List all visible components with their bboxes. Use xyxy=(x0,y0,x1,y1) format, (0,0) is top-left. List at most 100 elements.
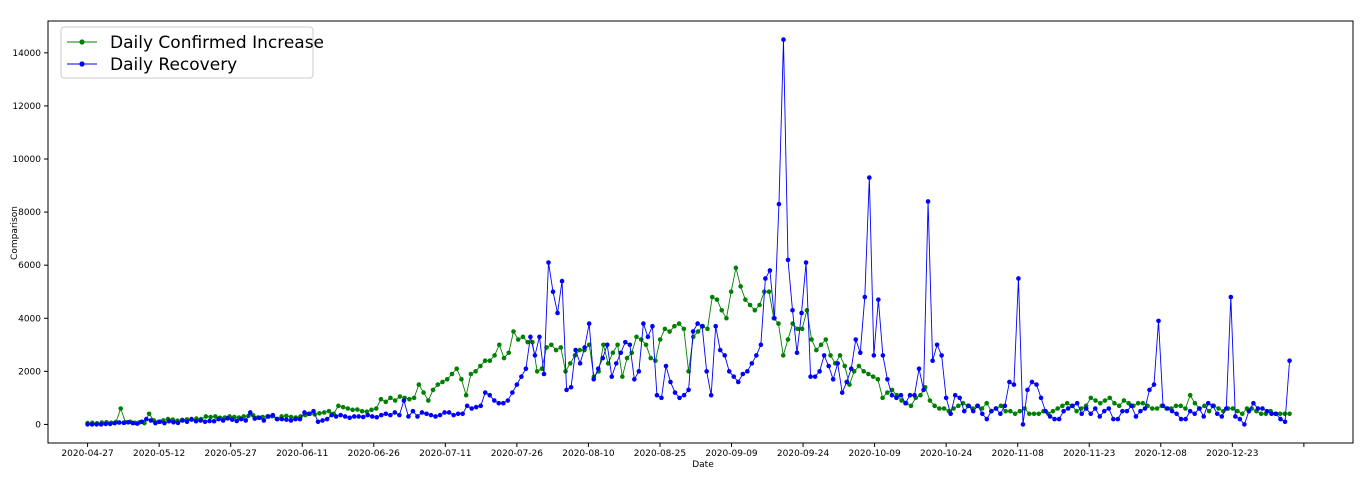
data-point xyxy=(1050,408,1056,414)
data-point xyxy=(511,329,516,334)
data-point xyxy=(794,350,800,356)
x-tick-label: 2020-09-24 xyxy=(777,449,830,459)
data-point xyxy=(454,366,460,371)
data-point xyxy=(677,395,682,401)
data-point xyxy=(1060,403,1065,409)
data-point xyxy=(795,326,800,332)
data-point xyxy=(1011,382,1017,387)
data-point xyxy=(934,342,940,348)
legend-marker-recovery xyxy=(79,61,85,67)
data-point xyxy=(345,406,351,411)
data-point xyxy=(1277,411,1283,417)
data-point xyxy=(1235,408,1240,414)
legend-label-recovery: Daily Recovery xyxy=(110,55,237,75)
data-point xyxy=(1205,400,1211,406)
y-tick-label: 14000 xyxy=(12,49,41,59)
data-point xyxy=(320,418,325,423)
data-point xyxy=(347,415,352,421)
data-point xyxy=(880,395,885,401)
data-point xyxy=(681,392,687,398)
data-point xyxy=(956,403,961,409)
data-point xyxy=(939,353,944,358)
data-point xyxy=(595,366,601,371)
x-tick-label: 2020-07-26 xyxy=(491,449,544,459)
data-point xyxy=(435,382,441,387)
data-point xyxy=(1017,408,1023,414)
y-tick-label: 0 xyxy=(35,420,41,430)
y-axis: 0 2000 4000 6000 8000 10000 12000 14000 xyxy=(12,49,48,430)
data-point xyxy=(672,390,678,395)
data-point xyxy=(828,353,833,358)
data-point xyxy=(758,342,764,348)
legend: Daily Confirmed Increase Daily Recovery xyxy=(60,26,324,79)
x-tick-label: 2020-09-09 xyxy=(705,449,758,459)
data-point xyxy=(558,345,564,350)
data-point xyxy=(799,310,804,316)
data-point xyxy=(643,342,649,348)
data-point xyxy=(369,414,375,419)
data-point xyxy=(1174,411,1179,417)
data-point xyxy=(1273,411,1279,417)
data-point xyxy=(1201,414,1207,419)
data-point xyxy=(903,400,908,406)
data-point xyxy=(714,297,720,302)
y-tick-label: 8000 xyxy=(18,208,41,218)
x-tick-label: 2020-07-11 xyxy=(419,449,471,459)
data-point xyxy=(364,409,370,414)
data-point xyxy=(672,323,677,329)
data-point xyxy=(1147,387,1152,393)
data-point xyxy=(699,323,705,329)
data-point xyxy=(275,416,280,422)
x-tick-label: 2020-05-27 xyxy=(205,449,257,459)
data-point xyxy=(681,326,687,332)
data-point xyxy=(708,392,714,398)
x-axis-title: Date xyxy=(692,460,714,470)
data-point xyxy=(1093,398,1098,403)
x-tick-label: 2020-06-26 xyxy=(348,449,401,459)
y-tick-label: 4000 xyxy=(18,314,41,324)
data-point xyxy=(1192,411,1197,417)
data-point xyxy=(144,416,149,422)
data-point xyxy=(636,369,642,374)
data-point xyxy=(627,342,633,348)
data-point xyxy=(1008,408,1013,414)
data-point xyxy=(492,353,497,358)
data-point xyxy=(776,321,781,326)
data-point xyxy=(148,418,154,423)
x-tick-label: 2020-06-11 xyxy=(276,449,328,459)
data-point xyxy=(1083,406,1089,411)
data-point xyxy=(1029,379,1035,385)
data-point xyxy=(941,406,947,411)
data-point xyxy=(885,377,890,382)
data-point xyxy=(889,392,895,398)
data-point xyxy=(577,361,583,366)
data-point xyxy=(238,416,244,422)
data-point xyxy=(1047,414,1053,419)
data-point xyxy=(433,414,438,419)
x-tick-label: 2020-05-12 xyxy=(133,449,185,459)
data-point xyxy=(1278,416,1283,422)
y-tick-label: 6000 xyxy=(18,261,41,271)
data-point xyxy=(654,392,660,398)
data-point xyxy=(1233,414,1238,419)
data-point xyxy=(496,400,502,406)
data-point xyxy=(908,403,914,409)
data-point xyxy=(519,374,524,379)
data-point xyxy=(315,419,321,425)
data-point xyxy=(1282,411,1288,417)
data-point xyxy=(252,416,258,421)
data-point xyxy=(302,410,307,415)
data-point xyxy=(728,289,734,295)
data-point xyxy=(577,347,583,353)
data-point xyxy=(1116,403,1122,409)
data-point xyxy=(112,420,117,426)
data-point xyxy=(600,355,606,361)
data-point xyxy=(916,366,922,371)
data-point xyxy=(749,361,755,366)
data-point xyxy=(171,420,176,425)
data-point xyxy=(780,353,786,358)
data-point xyxy=(826,363,831,369)
data-point xyxy=(125,420,131,425)
data-point xyxy=(478,363,483,369)
data-point xyxy=(848,366,854,371)
